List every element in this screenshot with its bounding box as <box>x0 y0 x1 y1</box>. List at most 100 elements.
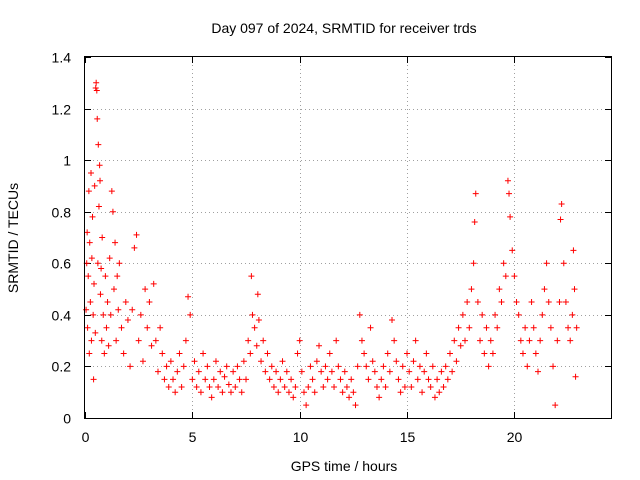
data-point <box>507 213 514 220</box>
data-point <box>88 170 95 177</box>
grid <box>85 57 611 418</box>
data-point <box>436 389 443 396</box>
data-point <box>277 376 284 383</box>
data-point <box>200 350 207 357</box>
data-point <box>557 216 564 223</box>
data-point <box>337 376 344 383</box>
data-point <box>343 384 350 391</box>
x-tick-label: 5 <box>189 429 197 445</box>
data-point <box>384 350 391 357</box>
data-point <box>524 363 531 370</box>
data-point <box>434 376 441 383</box>
data-point <box>180 363 187 370</box>
data-point <box>522 324 529 331</box>
data-point <box>193 384 200 391</box>
data-point <box>550 363 557 370</box>
data-point <box>395 376 402 383</box>
data-point <box>137 311 144 318</box>
data-point <box>453 358 460 365</box>
data-point <box>97 177 104 184</box>
data-point <box>537 337 544 344</box>
chart-title: Day 097 of 2024, SRMTID for receiver trd… <box>211 20 476 36</box>
data-point <box>112 239 119 246</box>
data-point <box>539 311 546 318</box>
data-point <box>150 280 157 287</box>
data-point <box>487 337 494 344</box>
data-point <box>86 239 93 246</box>
data-point <box>309 376 316 383</box>
data-point <box>459 311 466 318</box>
data-point <box>236 376 243 383</box>
x-tick-label: 10 <box>293 429 309 445</box>
data-point <box>260 337 267 344</box>
data-point <box>401 384 408 391</box>
data-point <box>225 381 232 388</box>
data-point <box>412 337 419 344</box>
data-point <box>94 260 101 267</box>
x-axis-label: GPS time / hours <box>291 458 398 474</box>
data-point <box>350 389 357 396</box>
data-point <box>528 298 535 305</box>
data-point <box>273 368 280 375</box>
data-point <box>92 329 99 336</box>
data-point <box>176 350 183 357</box>
data-point <box>85 273 92 280</box>
data-point <box>131 244 138 251</box>
data-point <box>88 337 95 344</box>
data-point <box>232 384 239 391</box>
data-point <box>129 306 136 313</box>
data-point <box>148 342 155 349</box>
data-point <box>416 363 423 370</box>
data-point <box>358 337 365 344</box>
data-point <box>556 298 563 305</box>
data-point <box>554 337 561 344</box>
y-tick-label: 0.4 <box>52 308 72 324</box>
data-point <box>365 376 372 383</box>
data-point <box>333 337 340 344</box>
data-point <box>393 358 400 365</box>
data-point <box>462 337 469 344</box>
data-point <box>303 402 310 409</box>
data-point <box>361 350 368 357</box>
data-point <box>313 358 320 365</box>
data-point <box>419 389 426 396</box>
data-point <box>311 389 318 396</box>
data-point <box>170 376 177 383</box>
data-point <box>326 350 333 357</box>
data-point <box>227 389 234 396</box>
data-point <box>423 350 430 357</box>
data-point <box>98 337 105 344</box>
data-point <box>221 373 228 380</box>
data-point <box>127 363 134 370</box>
data-point <box>464 298 471 305</box>
data-point <box>515 311 522 318</box>
data-point <box>87 298 94 305</box>
data-point <box>494 324 501 331</box>
data-point <box>167 358 174 365</box>
data-point <box>457 342 464 349</box>
data-point <box>346 394 353 401</box>
y-tick-label: 0.8 <box>52 205 72 221</box>
data-point <box>378 376 385 383</box>
data-point <box>496 286 503 293</box>
data-point <box>107 311 114 318</box>
data-point <box>371 368 378 375</box>
data-point <box>509 247 516 254</box>
data-point <box>294 350 301 357</box>
data-point <box>90 376 97 383</box>
data-point <box>210 376 217 383</box>
data-point <box>425 376 432 383</box>
data-point <box>133 231 140 238</box>
data-point <box>223 363 230 370</box>
data-point <box>316 342 323 349</box>
data-point <box>98 265 105 272</box>
data-point <box>292 384 299 391</box>
data-point <box>391 337 398 344</box>
data-point <box>382 384 389 391</box>
data-point <box>492 311 499 318</box>
data-point <box>322 363 329 370</box>
data-point <box>451 337 458 344</box>
data-point <box>254 291 261 298</box>
data-point <box>318 368 325 375</box>
data-point <box>506 190 513 197</box>
